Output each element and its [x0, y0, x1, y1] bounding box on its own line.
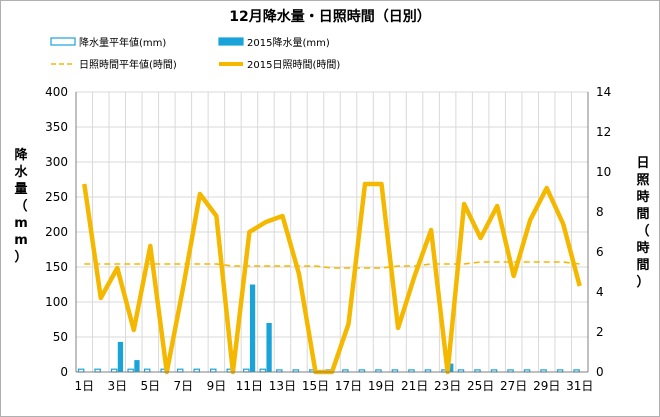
x-tick-label: 29日 — [533, 379, 560, 393]
x-tick-label: 13日 — [269, 379, 296, 393]
line-normal-sunshine — [84, 261, 580, 269]
x-tick-label: 7日 — [174, 379, 194, 393]
y-right-tick-label: 6 — [596, 245, 604, 259]
y-right-tick-label: 0 — [596, 365, 604, 379]
x-tick-label: 19日 — [368, 379, 395, 393]
legend-label: 降水量平年値(mm) — [79, 36, 166, 49]
gridlines — [76, 91, 588, 372]
x-tick-label: 5日 — [141, 379, 161, 393]
y-left-tick-label: 150 — [45, 260, 68, 274]
y-right-tick-label: 8 — [596, 205, 604, 219]
axes: 0 50 100 150 200 250 300 350 400 0 2 4 6 8 10 12 14 1日 3日 5… — [14, 85, 649, 393]
y-left-tick-label: 250 — [45, 190, 68, 204]
x-tick-label: 31日 — [566, 379, 593, 393]
y-left-tick-label: 0 — [60, 365, 68, 379]
y-right-axis-title: 日照時間（時間） — [636, 156, 649, 290]
chart-title: 12月降水量・日照時間（日別） — [229, 8, 430, 25]
x-tick-label: 17日 — [335, 379, 362, 393]
x-tick-label: 15日 — [302, 379, 329, 393]
y-right-tick-label: 2 — [596, 325, 604, 339]
bar-2015-precip — [249, 284, 256, 372]
legend-swatch — [50, 37, 76, 46]
x-tick-label: 9日 — [207, 379, 227, 393]
y-left-axis-title: 降水量（ m m） — [14, 147, 28, 265]
x-tick-label: 23日 — [434, 379, 461, 393]
y-left-tick-label: 200 — [45, 225, 68, 239]
x-tick-label: 25日 — [467, 379, 494, 393]
y-right-tick-label: 12 — [596, 125, 611, 139]
legend-label: 2015降水量(mm) — [247, 36, 330, 49]
bar-2015-precip — [117, 341, 124, 372]
y-left-tick-label: 300 — [45, 155, 68, 169]
y-right-tick-label: 14 — [596, 85, 611, 99]
legend-swatch — [218, 37, 244, 46]
x-tick-label: 11日 — [236, 379, 263, 393]
x-tick-label: 27日 — [500, 379, 527, 393]
bar-2015-precip — [266, 323, 272, 372]
y-right-tick-label: 10 — [596, 165, 611, 179]
bar-2015-precip — [448, 363, 454, 372]
y-left-tick-label: 50 — [53, 330, 68, 344]
y-left-tick-label: 100 — [45, 295, 68, 309]
y-left-tick-label: 350 — [45, 120, 68, 134]
y-right-tick-label: 4 — [596, 285, 604, 299]
x-tick-label: 3日 — [107, 379, 127, 393]
x-tick-label: 21日 — [401, 379, 428, 393]
legend-label: 日照時間平年値(時間) — [79, 58, 177, 71]
legend-label: 2015日照時間(時間) — [247, 59, 340, 71]
x-tick-label: 1日 — [74, 379, 94, 393]
legend: 降水量平年値(mm) 2015降水量(mm) 日照時間平年値(時間) 2015日照時間… — [50, 36, 340, 71]
bar-2015-precip — [134, 360, 140, 372]
y-left-tick-label: 400 — [45, 85, 68, 99]
